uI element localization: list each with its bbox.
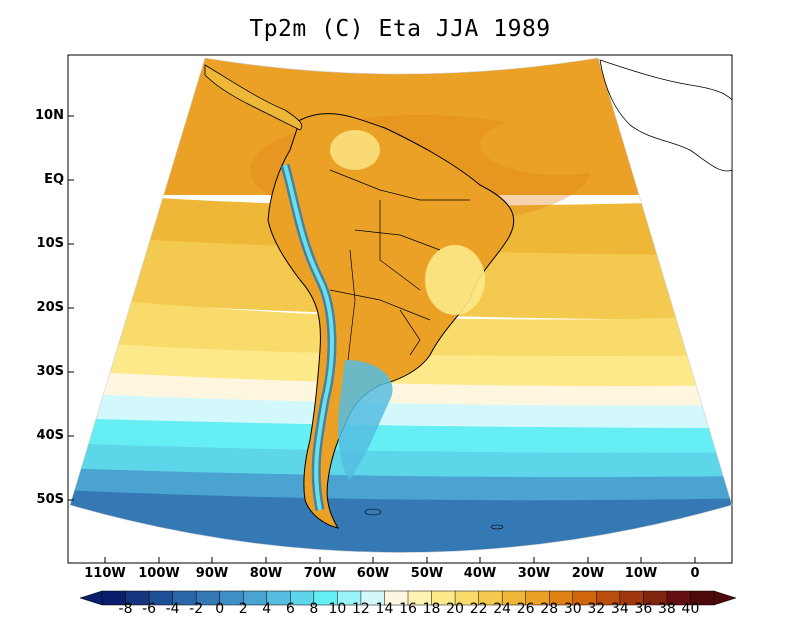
colorbar-max-arrow bbox=[713, 590, 737, 606]
colorbar-label: 40 bbox=[681, 601, 700, 617]
lon-label-50w: 50W bbox=[410, 566, 444, 581]
colorbar-label: 26 bbox=[516, 601, 535, 617]
y-axis-ticks bbox=[68, 115, 74, 501]
colorbar-label: -4 bbox=[165, 601, 180, 617]
lat-label-10s: 10S bbox=[36, 236, 64, 251]
colorbar-label: 34 bbox=[610, 601, 629, 617]
colorbar-label: 0 bbox=[215, 601, 225, 617]
colorbar-label: 14 bbox=[375, 601, 394, 617]
lat-label-40s: 40S bbox=[36, 428, 64, 443]
lon-label-70w: 70W bbox=[303, 566, 337, 581]
colorbar-label: 12 bbox=[352, 601, 370, 617]
lon-label-0: 0 bbox=[690, 566, 700, 581]
south-america-landmass bbox=[267, 113, 515, 529]
colorbar-label: 24 bbox=[493, 601, 512, 617]
colorbar-label: 28 bbox=[540, 601, 559, 617]
lat-label-20s: 20S bbox=[36, 300, 64, 315]
africa-landmass bbox=[599, 59, 733, 172]
lon-label-60w: 60W bbox=[356, 566, 390, 581]
colorbar-min-arrow bbox=[79, 590, 103, 606]
lat-label-eq: EQ bbox=[44, 172, 64, 187]
colorbar-label: -8 bbox=[118, 601, 133, 617]
map-title: Tp2m (C) Eta JJA 1989 bbox=[249, 16, 551, 42]
lon-label-10w: 10W bbox=[624, 566, 658, 581]
colorbar-label: 4 bbox=[262, 601, 272, 617]
lon-label-80w: 80W bbox=[249, 566, 283, 581]
model-domain-outline bbox=[69, 57, 733, 553]
colorbar-label: 30 bbox=[563, 601, 582, 617]
colorbar-label: -6 bbox=[142, 601, 157, 617]
colorbar-label: 16 bbox=[399, 601, 417, 617]
lat-label-50s: 50S bbox=[36, 492, 64, 507]
lon-label-40w: 40W bbox=[463, 566, 497, 581]
south-georgia-island bbox=[490, 524, 504, 530]
x-axis-ticks bbox=[104, 557, 696, 563]
central-america-landmass bbox=[204, 64, 303, 131]
lon-label-90w: 90W bbox=[195, 566, 229, 581]
colorbar-label: 18 bbox=[422, 601, 441, 617]
colorbar bbox=[79, 590, 737, 606]
colorbar-label: -2 bbox=[189, 601, 204, 617]
colorbar-label: 32 bbox=[587, 601, 606, 617]
lon-label-30w: 30W bbox=[517, 566, 551, 581]
colorbar-label: 8 bbox=[309, 601, 319, 617]
lon-label-100w: 100W bbox=[138, 566, 180, 581]
lat-label-30s: 30S bbox=[36, 364, 64, 379]
colorbar-label: 10 bbox=[328, 601, 347, 617]
colorbar-label: 2 bbox=[238, 601, 248, 617]
falkland-islands bbox=[364, 508, 382, 516]
lat-label-10n: 10N bbox=[35, 108, 64, 123]
colorbar-label: 22 bbox=[469, 601, 488, 617]
colorbar-label: 6 bbox=[285, 601, 295, 617]
colorbar-label: 38 bbox=[658, 601, 676, 617]
colorbar-label: 20 bbox=[446, 601, 464, 617]
lon-label-110w: 110W bbox=[84, 566, 126, 581]
lon-label-20w: 20W bbox=[571, 566, 605, 581]
colorbar-label: 36 bbox=[634, 601, 653, 617]
